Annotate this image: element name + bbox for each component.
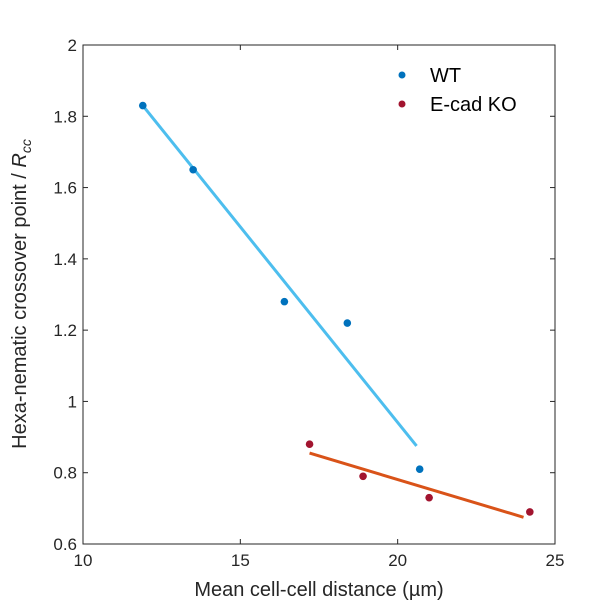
fit-line-e-cad-ko: [309, 451, 524, 519]
x-tick-label: 20: [388, 551, 407, 570]
data-point-e-cad-ko: [305, 440, 314, 449]
x-axis-ticks: 10 15 20 25: [74, 45, 565, 570]
y-axis-label-prefix: Hexa-nematic crossover point /: [9, 168, 31, 449]
y-axis-label-symbol: R: [9, 153, 31, 167]
y-axis-ticks: 0.6 0.8 1 1.2 1.4 1.6 1.8 2: [53, 36, 555, 554]
y-tick-label: 1.4: [53, 250, 77, 269]
data-point-wt: [415, 465, 424, 473]
axes-box: [82, 44, 556, 545]
y-tick-label: 1.6: [53, 179, 77, 198]
data-point-wt: [343, 319, 352, 327]
y-axis-label: Hexa-nematic crossover point / Rcc: [9, 139, 34, 449]
data-point-e-cad-ko: [526, 508, 534, 516]
legend-label-ecad-ko: E-cad KO: [430, 94, 517, 116]
data-point-wt: [189, 165, 197, 174]
data-point-wt: [138, 101, 147, 110]
data-point-e-cad-ko: [425, 493, 433, 502]
y-tick-label: 1: [68, 392, 77, 411]
y-axis-label-subscript: cc: [18, 139, 34, 153]
data-points: [138, 101, 534, 516]
x-axis-label: Mean cell-cell distance (µm): [194, 579, 443, 601]
x-tick-label: 25: [546, 551, 565, 570]
x-tick-label: 10: [74, 551, 93, 570]
fit-lines: [141, 104, 524, 519]
legend-marker-wt: [398, 71, 406, 79]
legend-marker-ecad-ko: [398, 100, 406, 108]
y-tick-label: 0.8: [53, 464, 77, 483]
data-point-wt: [280, 297, 289, 306]
data-point-e-cad-ko: [359, 472, 367, 481]
legend-label-wt: WT: [430, 65, 461, 87]
y-tick-label: 0.6: [53, 535, 77, 554]
fit-line-wt: [141, 104, 418, 447]
x-tick-label: 15: [231, 551, 250, 570]
legend: WT E-cad KO: [398, 65, 517, 116]
y-tick-label: 2: [68, 36, 77, 55]
y-tick-label: 1.2: [53, 321, 77, 340]
y-tick-label: 1.8: [53, 107, 77, 126]
